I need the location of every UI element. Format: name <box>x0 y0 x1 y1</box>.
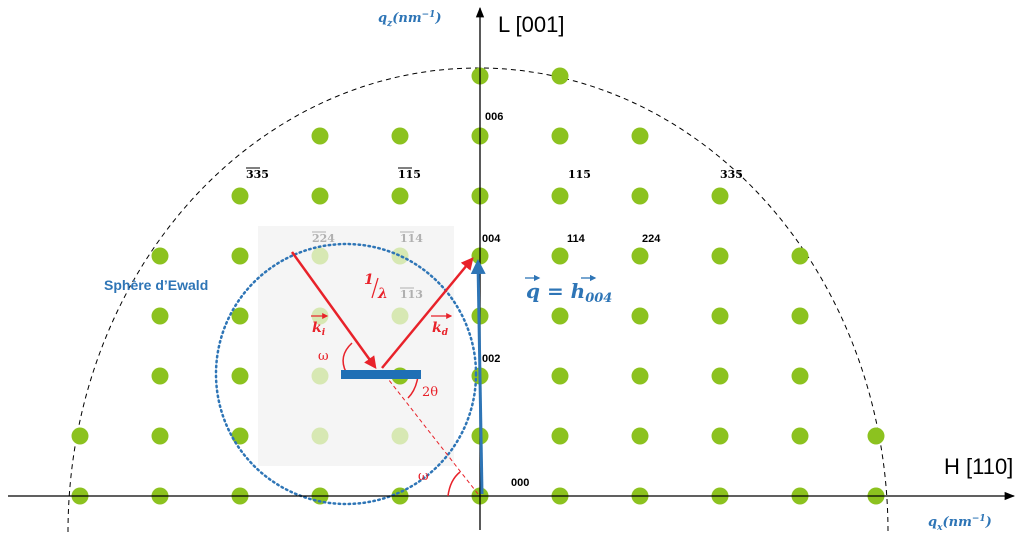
lattice-point <box>151 307 169 325</box>
lattice-point <box>711 187 729 205</box>
reflection-000: 000 <box>511 477 529 489</box>
lattice-point <box>631 307 649 325</box>
omega-bottom-label: ω <box>418 469 429 484</box>
lattice-point <box>551 307 569 325</box>
lattice-point <box>631 247 649 265</box>
two-theta-label: 2θ <box>422 385 438 400</box>
ki-label: ki <box>311 313 329 338</box>
lattice-point <box>311 427 329 445</box>
lattice-point <box>391 247 409 265</box>
svg-text:1: 1 <box>364 272 374 288</box>
q-vector <box>470 259 486 495</box>
lattice-point <box>551 127 569 145</box>
lattice-point <box>711 367 729 385</box>
omega-arc-bottom <box>447 471 461 497</box>
reflection-m115: 115 <box>398 168 421 181</box>
lattice-point <box>551 187 569 205</box>
reflection-004: 004 <box>482 233 501 245</box>
lattice-point <box>311 187 329 205</box>
lattice-point <box>231 247 249 265</box>
qz-unit-label: qz(nm−1) <box>378 10 442 29</box>
inverse-lambda-label: 1 λ <box>364 272 388 302</box>
ki-vector <box>290 251 377 370</box>
lattice-point <box>551 427 569 445</box>
lattice-point <box>791 427 809 445</box>
lattice-point <box>231 187 249 205</box>
inset-panel <box>258 226 454 466</box>
vertical-axis-label: L [001] <box>498 12 564 37</box>
lattice-point <box>791 247 809 265</box>
qx-unit-label: qx(nm−1) <box>928 514 992 533</box>
lattice-point <box>231 307 249 325</box>
svg-text:kd: kd <box>432 320 449 338</box>
sample-crystal <box>341 370 421 379</box>
lattice-point <box>551 67 569 85</box>
reflection-m335: 335 <box>246 168 269 181</box>
lattice-point <box>867 427 885 445</box>
lattice-point <box>151 247 169 265</box>
lattice-point <box>231 367 249 385</box>
kd-vector <box>381 257 474 369</box>
lattice-point <box>391 427 409 445</box>
lattice-point <box>311 367 329 385</box>
reflection-335: 335 <box>720 168 743 181</box>
lattice-point <box>791 367 809 385</box>
reflection-m114: 114 <box>400 232 423 245</box>
reflection-m224: 224 <box>312 232 335 245</box>
ewald-circle <box>214 242 478 506</box>
reflection-006: 006 <box>485 111 503 123</box>
lattice-point <box>711 427 729 445</box>
lattice-point <box>711 247 729 265</box>
lattice-point <box>551 247 569 265</box>
lattice-point <box>631 187 649 205</box>
svg-text:λ: λ <box>377 286 388 302</box>
q-label: q = h004 <box>525 274 612 306</box>
lattice-point <box>71 427 89 445</box>
svg-text:ki: ki <box>312 320 326 338</box>
lattice-point <box>711 307 729 325</box>
omega-arc-top <box>342 342 353 373</box>
lattice-point <box>231 427 249 445</box>
lattice-point <box>631 127 649 145</box>
lattice-point <box>391 127 409 145</box>
kd-label: kd <box>431 313 453 338</box>
lattice-point <box>151 367 169 385</box>
svg-text:q = h004: q = h004 <box>526 279 612 306</box>
reflection-224: 224 <box>642 233 661 245</box>
lattice-point <box>391 187 409 205</box>
lattice-point <box>391 307 409 325</box>
reflection-m113: 113 <box>400 288 423 301</box>
lattice-point <box>311 127 329 145</box>
lattice-point <box>631 367 649 385</box>
lattice-point <box>311 247 329 265</box>
lattice-point <box>551 367 569 385</box>
horizontal-axis-label: H [110] <box>944 454 1013 479</box>
ewald-sphere-label: Sphère d’Ewald <box>104 277 208 293</box>
lattice-point <box>631 427 649 445</box>
reflection-115: 115 <box>568 168 591 181</box>
reflection-114: 114 <box>567 233 586 245</box>
lattice-point <box>791 307 809 325</box>
omega-top-label: ω <box>318 349 329 364</box>
reflection-002: 002 <box>482 353 500 365</box>
lattice-point <box>151 427 169 445</box>
